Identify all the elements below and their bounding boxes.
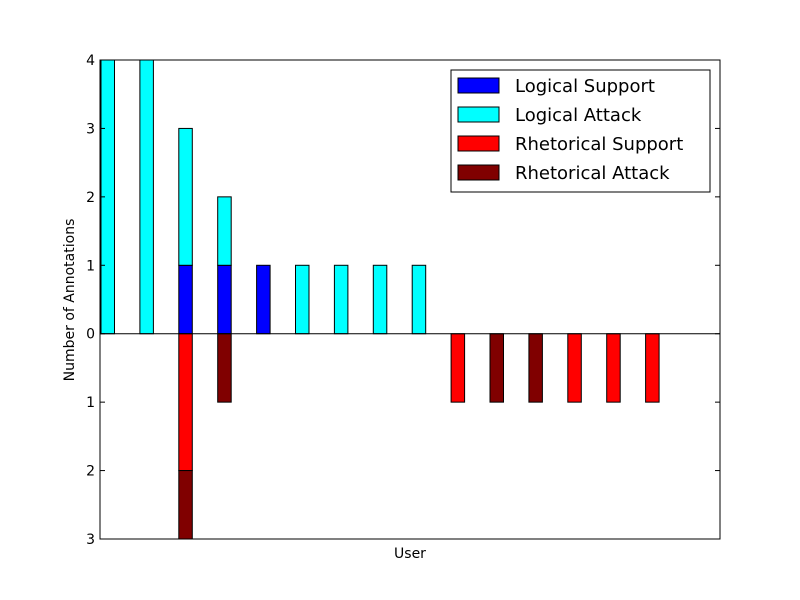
- bar-user-10-rhetorical-support: [450, 333, 466, 403]
- legend-swatch-logical-attack: [457, 106, 500, 123]
- bar-user-14-rhetorical-support: [606, 333, 621, 403]
- x-axis-label: User: [394, 546, 426, 562]
- legend-label: Logical Support: [515, 76, 655, 97]
- bar-user-13-rhetorical-support: [567, 333, 582, 403]
- bar-user-3-rhetorical-support: [178, 333, 193, 472]
- legend-label: Logical Attack: [515, 105, 642, 126]
- legend-label: Rhetorical Attack: [515, 163, 670, 184]
- legend-swatch-rhetorical-support: [457, 135, 500, 152]
- bar-user-3-rhetorical-attack: [178, 470, 193, 540]
- y-tick-label: 4: [86, 53, 95, 69]
- bars-layer: [100, 59, 660, 540]
- y-tick-label: 2: [86, 464, 95, 480]
- legend-swatch-logical-support: [457, 77, 500, 94]
- bar-user-9-logical-attack: [411, 264, 427, 335]
- bar-user-6-logical-attack: [295, 264, 310, 335]
- y-tick-label: 0: [86, 327, 95, 343]
- bar-user-4-logical-attack: [217, 196, 232, 266]
- plot-frame: [99, 59, 721, 540]
- bar-user-12-rhetorical-attack: [528, 333, 543, 403]
- bar-user-11-rhetorical-attack: [489, 333, 504, 403]
- y-ticks-layer: 4 3 2 1 0 1 2 3: [86, 53, 720, 548]
- y-tick-label: 2: [86, 190, 95, 206]
- bar-user-15-rhetorical-support: [645, 333, 660, 403]
- bar-user-3-logical-attack: [178, 127, 193, 266]
- bar-user-4-logical-support: [217, 264, 232, 335]
- y-tick-label: 3: [86, 532, 95, 548]
- legend-label: Rhetorical Support: [515, 134, 683, 155]
- bar-user-2-logical-attack: [139, 59, 154, 335]
- legend-swatch-rhetorical-attack: [457, 164, 500, 181]
- legend: Logical Support Logical Attack Rhetorical …: [450, 69, 711, 193]
- y-tick-label: 1: [86, 395, 95, 411]
- bar-user-5-logical-support: [256, 264, 271, 335]
- bar-user-4-rhetorical-attack: [217, 333, 232, 403]
- y-tick-label: 3: [86, 121, 95, 137]
- bar-user-8-logical-attack: [372, 264, 388, 335]
- bar-user-7-logical-attack: [333, 264, 349, 335]
- y-tick-label: 1: [86, 258, 95, 274]
- bar-user-3-logical-support: [178, 264, 193, 335]
- y-axis-label: Number of Annotations: [62, 219, 78, 382]
